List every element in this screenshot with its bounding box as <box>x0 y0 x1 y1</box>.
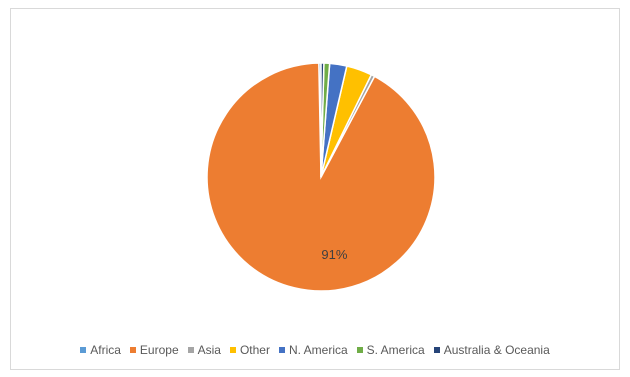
legend-label-australia-oceania: Australia & Oceania <box>443 343 550 357</box>
legend-label-europe: Europe <box>139 343 179 357</box>
legend-label-africa: Africa <box>90 343 121 357</box>
legend-swatch-other <box>229 347 236 353</box>
legend-item-africa: Africa <box>80 343 121 357</box>
data-label-europe: 91% <box>321 247 347 262</box>
legend-label-s-america: S. America <box>366 343 425 357</box>
legend-item-n-america: N. America <box>278 343 348 357</box>
legend-swatch-africa <box>80 347 87 353</box>
legend-item-australia-oceania: Australia & Oceania <box>433 343 550 357</box>
pie-slice-australia-oceania <box>320 62 325 178</box>
legend-item-europe: Europe <box>129 343 179 357</box>
legend-label-n-america: N. America <box>288 343 348 357</box>
legend-swatch-europe <box>129 347 136 353</box>
legend-item-s-america: S. America <box>356 343 425 357</box>
legend-label-other: Other <box>239 343 270 357</box>
chart-area: 91% Africa Europe Asia Other N. America S. Am… <box>10 8 620 370</box>
legend-swatch-n-america <box>278 347 285 353</box>
legend-label-asia: Asia <box>197 343 221 357</box>
legend-item-other: Other <box>229 343 270 357</box>
legend-item-asia: Asia <box>187 343 221 357</box>
legend: Africa Europe Asia Other N. America S. Americ… <box>11 343 619 357</box>
legend-swatch-australia-oceania <box>433 347 440 353</box>
pie-chart: 91% <box>206 62 436 292</box>
legend-swatch-s-america <box>356 347 363 353</box>
legend-swatch-asia <box>187 347 194 353</box>
